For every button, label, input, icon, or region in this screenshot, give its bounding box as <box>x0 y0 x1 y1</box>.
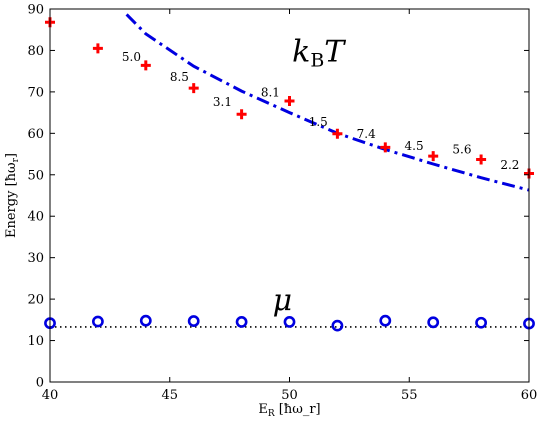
point-annotation: 8.5 <box>170 70 189 84</box>
y-axis-label: Energy [ħωr] <box>4 153 21 238</box>
y-tick-label: 20 <box>27 293 44 308</box>
plot-layer: 5.0 8.5 3.1 8.1 1.5 7.4 4.5 5.6 2.2 kBT μ <box>44 13 535 332</box>
circle-point <box>379 314 392 327</box>
y-tick-label: 10 <box>27 334 44 349</box>
x-tick-label: 45 <box>161 388 178 403</box>
x-tick-label: 50 <box>281 388 298 403</box>
dash-dot-line-series-1 <box>125 13 529 192</box>
plus-point <box>428 151 439 162</box>
plus-point <box>236 109 247 120</box>
series-group <box>50 13 529 328</box>
x-tick-label: 40 <box>42 388 59 403</box>
point-annotation: 3.1 <box>213 95 232 109</box>
y-tick-label: 30 <box>27 251 44 266</box>
circle-point <box>475 316 487 329</box>
point-annotation: 8.1 <box>261 85 280 99</box>
x-tick-label: 60 <box>521 388 538 403</box>
plus-point <box>380 142 391 153</box>
point-annotation: 2.2 <box>500 158 519 172</box>
point-annotation: 1.5 <box>309 115 328 129</box>
y-tick-label: 80 <box>27 44 44 59</box>
x-axis-label: ER [ħω_r] <box>258 402 320 419</box>
mu-label: μ <box>273 283 293 318</box>
circle-point <box>139 314 152 327</box>
plus-point <box>284 96 295 107</box>
circle-point <box>331 319 344 332</box>
point-annotation: 4.5 <box>405 139 424 153</box>
circle-point <box>427 316 440 329</box>
y-tick-label: 60 <box>27 127 44 142</box>
plus-point <box>476 154 487 165</box>
y-tick-label: 70 <box>27 85 44 100</box>
circle-point <box>235 316 248 328</box>
y-tick-label: 50 <box>27 168 44 183</box>
kbt-label: kBT <box>292 35 346 72</box>
tick-layer: 40 45 50 55 60 0 10 20 30 40 50 60 70 80 90 <box>27 3 537 404</box>
circle-point <box>283 316 296 328</box>
y-tick-label: 40 <box>27 210 44 225</box>
y-tick-label: 90 <box>27 3 44 18</box>
y-tick-label: 0 <box>36 376 44 391</box>
point-annotation: 5.0 <box>122 50 141 64</box>
plus-point <box>140 60 151 71</box>
x-tick-label: 55 <box>401 388 418 403</box>
circle-point <box>92 315 104 328</box>
circle-point <box>187 315 200 327</box>
point-annotation: 7.4 <box>357 127 376 141</box>
point-annotation: 5.6 <box>452 143 471 157</box>
plus-point <box>332 128 343 139</box>
plus-point <box>92 43 103 54</box>
plus-point <box>188 83 199 94</box>
